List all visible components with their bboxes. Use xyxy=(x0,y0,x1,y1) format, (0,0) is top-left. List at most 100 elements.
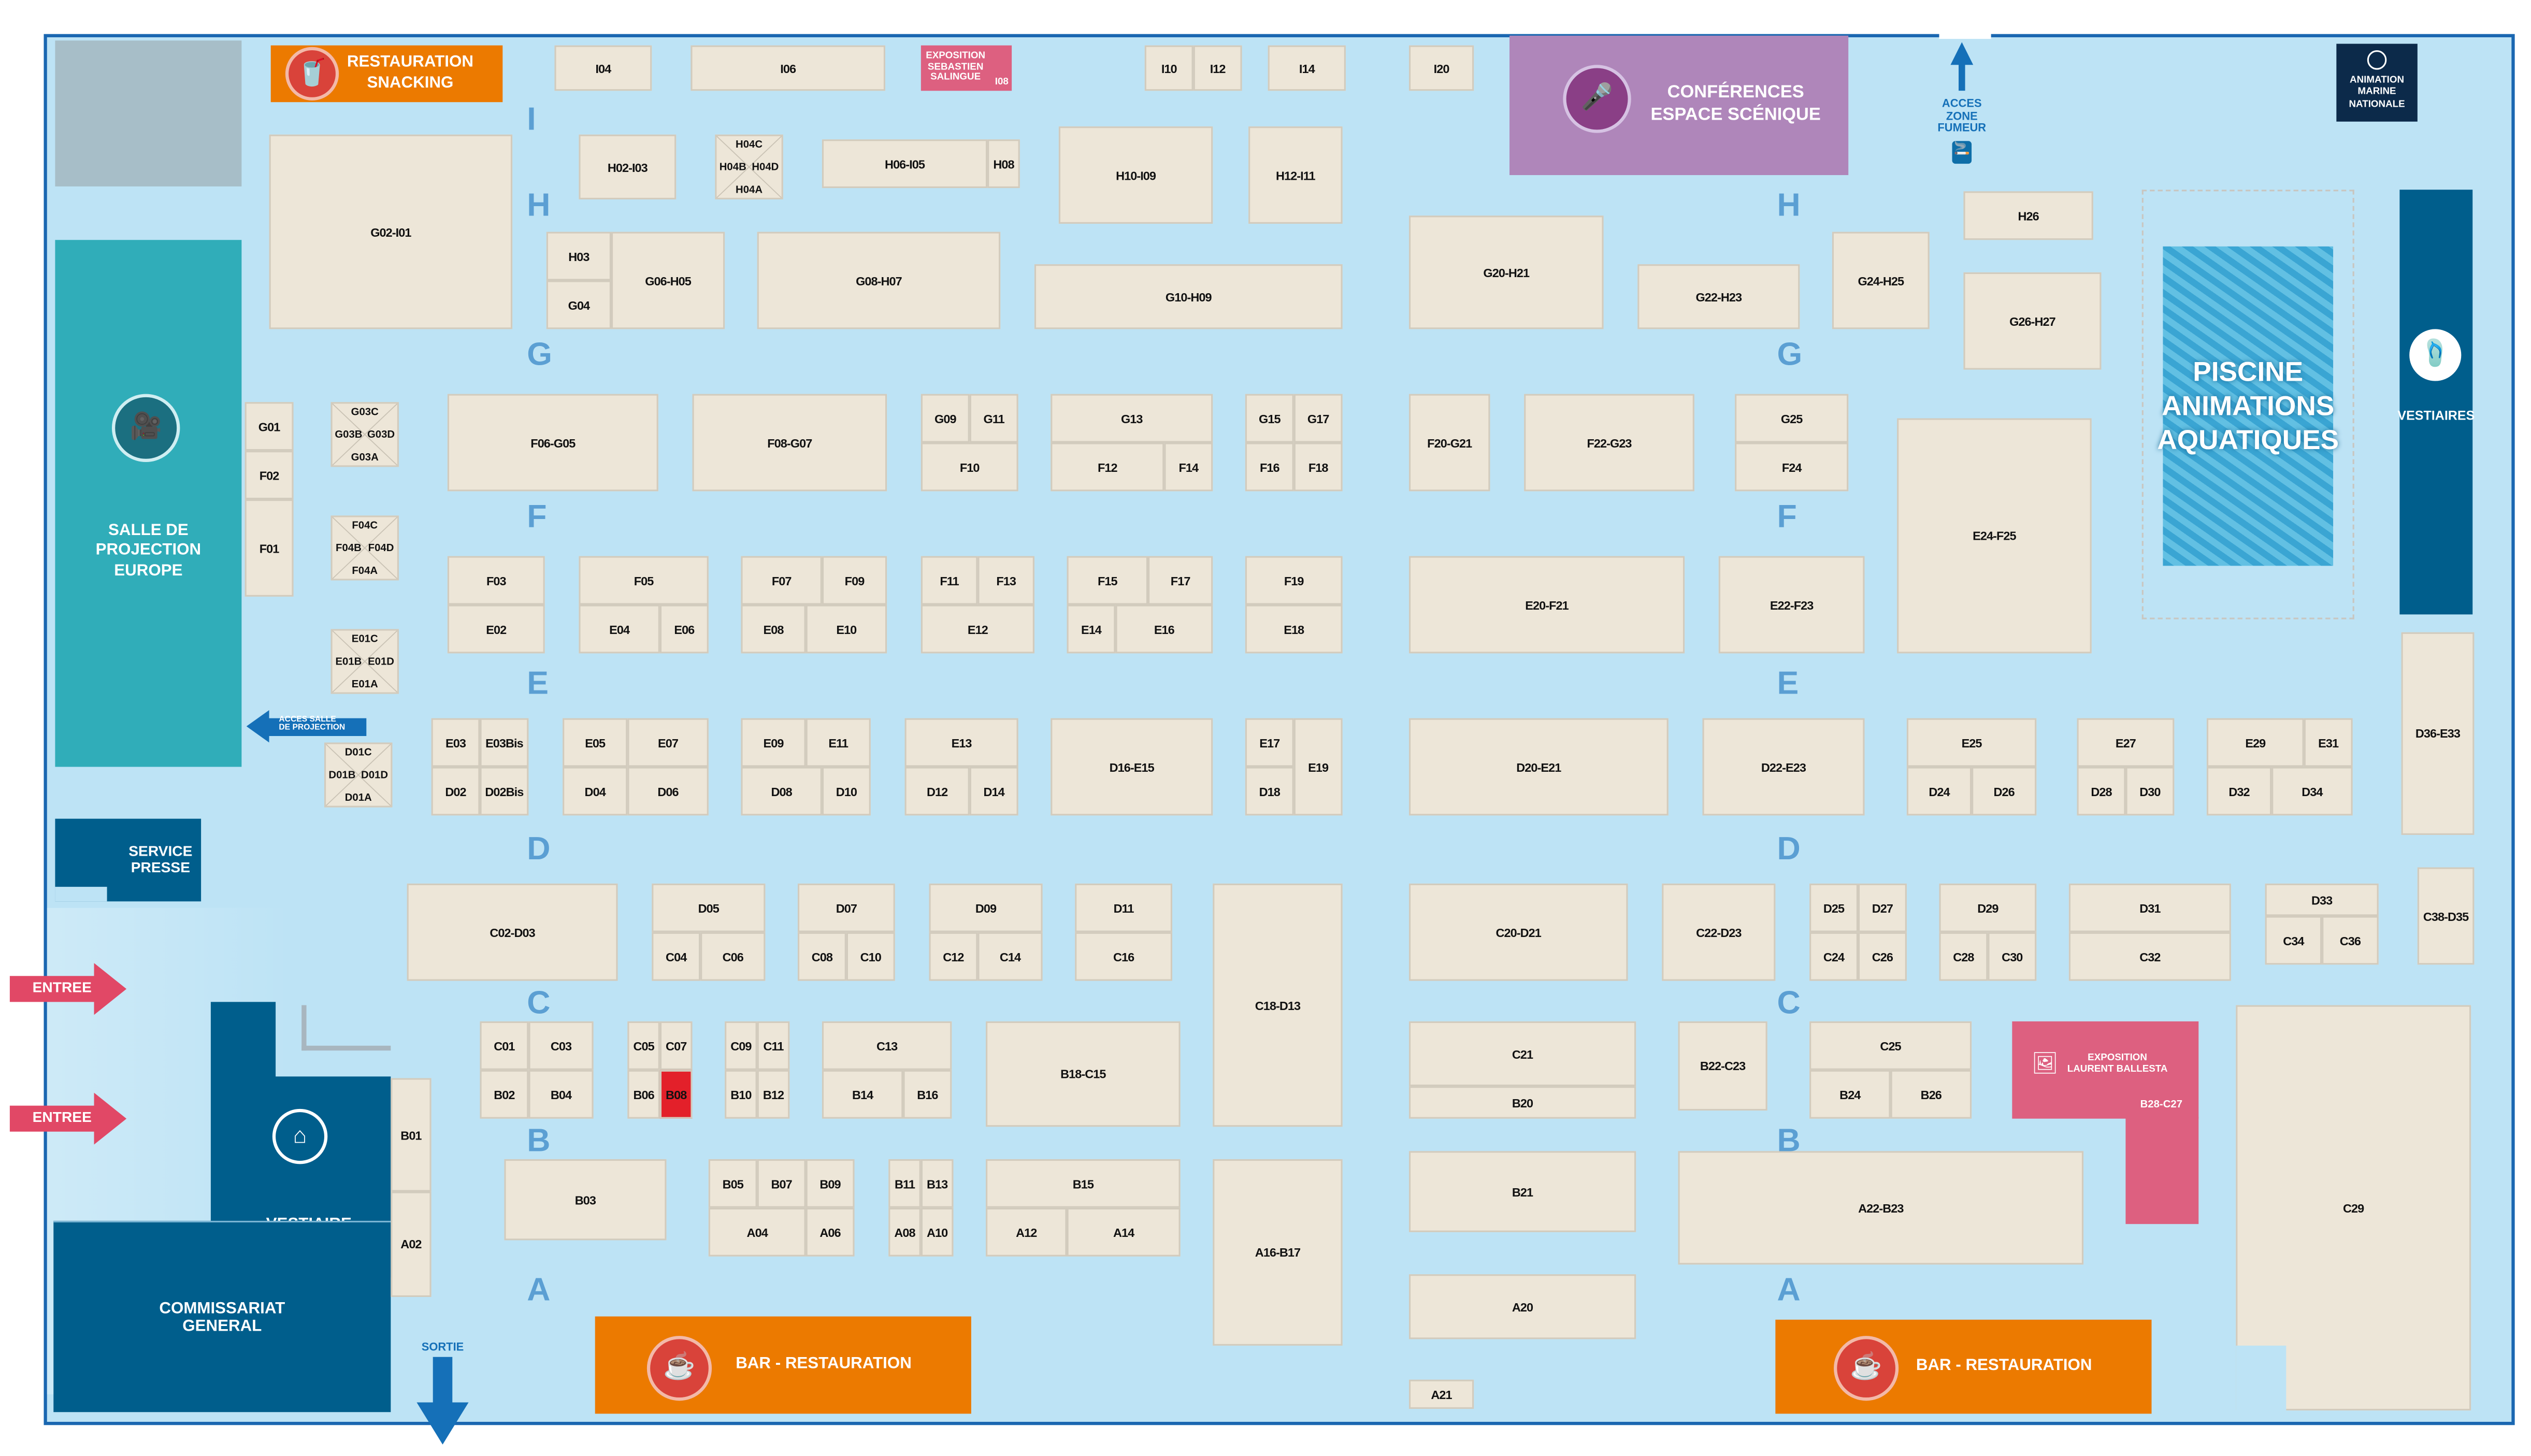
booth-a04[interactable]: A04 xyxy=(708,1207,806,1257)
booth-b03[interactable]: B03 xyxy=(504,1159,667,1241)
booth-b07[interactable]: B07 xyxy=(757,1159,806,1208)
booth-g20-h21[interactable]: G20-H21 xyxy=(1408,215,1604,329)
restauration-snacking-area[interactable]: 🥤 RESTAURATION SNACKING xyxy=(270,45,503,103)
booth-e11[interactable]: E11 xyxy=(806,718,871,767)
cross-booth[interactable]: F04C F04B F04D F04A xyxy=(330,515,399,581)
booth-b22-c23[interactable]: B22-C23 xyxy=(1678,1021,1767,1111)
booth-f10[interactable]: F10 xyxy=(921,442,1018,492)
booth-f22-g23[interactable]: F22-G23 xyxy=(1524,394,1694,492)
booth-d33[interactable]: D33 xyxy=(2265,883,2379,916)
booth-a20[interactable]: A20 xyxy=(1408,1274,1636,1339)
booth-g11[interactable]: G11 xyxy=(969,394,1018,443)
booth-g09[interactable]: G09 xyxy=(921,394,970,443)
booth-c14[interactable]: C14 xyxy=(977,932,1043,981)
booth-e03bis[interactable]: E03Bis xyxy=(480,718,529,767)
smoking-zone-access[interactable]: ACCES ZONE FUMEUR 🚬 xyxy=(1937,39,1986,168)
booth-a16-b17[interactable]: A16-B17 xyxy=(1213,1159,1343,1346)
booth-a02[interactable]: A02 xyxy=(391,1191,432,1297)
cross-booth[interactable]: G03C G03B G03D G03A xyxy=(330,402,399,467)
booth-b24[interactable]: B24 xyxy=(1809,1070,1891,1119)
booth-d08[interactable]: D08 xyxy=(741,767,822,816)
cross-booth[interactable]: D01C D01B D01D D01A xyxy=(324,742,393,808)
booth-i10[interactable]: I10 xyxy=(1144,45,1193,91)
cross-booth[interactable]: E01C E01B E01D E01A xyxy=(330,629,399,694)
booth-f13[interactable]: F13 xyxy=(977,556,1034,605)
booth-b21[interactable]: B21 xyxy=(1408,1151,1636,1232)
booth-b05[interactable]: B05 xyxy=(708,1159,757,1208)
booth-a08[interactable]: A08 xyxy=(888,1207,921,1257)
booth-d20-e21[interactable]: D20-E21 xyxy=(1408,718,1669,816)
booth-g06-h05[interactable]: G06-H05 xyxy=(611,232,725,329)
booth-c30[interactable]: C30 xyxy=(1988,932,2037,981)
booth-b09[interactable]: B09 xyxy=(806,1159,855,1208)
booth-a06[interactable]: A06 xyxy=(806,1207,855,1257)
booth-b26[interactable]: B26 xyxy=(1890,1070,1972,1119)
vestiaires-right-area[interactable]: 🩴 VESTIAIRES xyxy=(2397,190,2475,615)
booth-g22-h23[interactable]: G22-H23 xyxy=(1637,264,1800,329)
booth-f06-g05[interactable]: F06-G05 xyxy=(447,394,658,492)
booth-d18[interactable]: D18 xyxy=(1245,767,1294,816)
booth-h12-i11[interactable]: H12-I11 xyxy=(1248,126,1343,224)
booth-c06[interactable]: C06 xyxy=(700,932,766,981)
booth-b08[interactable]: B08 xyxy=(659,1070,693,1119)
booth-b11[interactable]: B11 xyxy=(888,1159,921,1208)
booth-d05[interactable]: D05 xyxy=(652,883,766,932)
booth-b13[interactable]: B13 xyxy=(921,1159,954,1208)
booth-h02-i03[interactable]: H02-I03 xyxy=(579,134,677,199)
exposition-salingue-area[interactable]: EXPOSITION SEBASTIEN SALINGUE I08 xyxy=(921,45,1012,91)
booth-i14[interactable]: I14 xyxy=(1268,45,1346,91)
booth-e10[interactable]: E10 xyxy=(806,604,887,654)
booth-c04[interactable]: C04 xyxy=(652,932,701,981)
booth-c29[interactable]: C29 xyxy=(2236,1005,2471,1411)
bar-restauration-area-2[interactable]: ☕ BAR - RESTAURATION xyxy=(1775,1319,2152,1414)
service-presse-area[interactable]: SERVICE PRESSE xyxy=(55,818,202,902)
booth-c12[interactable]: C12 xyxy=(929,932,978,981)
booth-c26[interactable]: C26 xyxy=(1858,932,1907,981)
booth-b01[interactable]: B01 xyxy=(391,1078,432,1192)
exposition-ballesta-area-lower[interactable]: B28-C27 xyxy=(2125,1099,2199,1224)
booth-g02-i01[interactable]: G02-I01 xyxy=(269,134,513,329)
booth-d04[interactable]: D04 xyxy=(563,767,628,816)
booth-c24[interactable]: C24 xyxy=(1809,932,1858,981)
booth-f07[interactable]: F07 xyxy=(741,556,822,605)
booth-d09[interactable]: D09 xyxy=(929,883,1043,932)
booth-e31[interactable]: E31 xyxy=(2304,718,2353,767)
booth-c20-d21[interactable]: C20-D21 xyxy=(1408,883,1628,981)
booth-f15[interactable]: F15 xyxy=(1067,556,1148,605)
booth-c07[interactable]: C07 xyxy=(659,1021,693,1070)
booth-f05[interactable]: F05 xyxy=(579,556,709,605)
booth-e19[interactable]: E19 xyxy=(1293,718,1343,816)
booth-b20[interactable]: B20 xyxy=(1408,1086,1636,1119)
booth-c16[interactable]: C16 xyxy=(1075,932,1172,981)
acces-salle-projection[interactable]: ACCES SALLE DE PROJECTION xyxy=(246,709,367,744)
booth-d22-e23[interactable]: D22-E23 xyxy=(1702,718,1865,816)
booth-f12[interactable]: F12 xyxy=(1051,442,1164,492)
booth-b15[interactable]: B15 xyxy=(986,1159,1181,1208)
booth-c02-d03[interactable]: C02-D03 xyxy=(407,883,618,981)
piscine-area[interactable]: PISCINE ANIMATIONS AQUATIQUES xyxy=(2157,246,2339,566)
booth-f01[interactable]: F01 xyxy=(245,499,294,597)
booth-b14[interactable]: B14 xyxy=(822,1070,903,1119)
booth-g25[interactable]: G25 xyxy=(1735,394,1849,443)
booth-a22-b23[interactable]: A22-B23 xyxy=(1678,1151,2084,1265)
salle-projection-area[interactable]: 🎥 SALLE DE PROJECTION EUROPE xyxy=(55,240,242,767)
booth-f19[interactable]: F19 xyxy=(1245,556,1343,605)
booth-h10-i09[interactable]: H10-I09 xyxy=(1058,126,1213,224)
booth-b18-c15[interactable]: B18-C15 xyxy=(986,1021,1181,1127)
booth-c09[interactable]: C09 xyxy=(725,1021,757,1070)
booth-e24-f25[interactable]: E24-F25 xyxy=(1897,418,2092,654)
booth-g26-h27[interactable]: G26-H27 xyxy=(1963,272,2102,370)
booth-h26[interactable]: H26 xyxy=(1963,191,2093,240)
booth-a10[interactable]: A10 xyxy=(921,1207,954,1257)
booth-e16[interactable]: E16 xyxy=(1115,604,1213,654)
booth-d36-e33[interactable]: D36-E33 xyxy=(2401,632,2475,835)
booth-f20-g21[interactable]: F20-G21 xyxy=(1408,394,1490,492)
booth-f24[interactable]: F24 xyxy=(1735,442,1849,492)
booth-c03[interactable]: C03 xyxy=(528,1021,594,1070)
booth-c10[interactable]: C10 xyxy=(846,932,895,981)
booth-d30[interactable]: D30 xyxy=(2125,767,2175,816)
bar-restauration-area-1[interactable]: ☕ BAR - RESTAURATION xyxy=(595,1316,971,1414)
booth-b12[interactable]: B12 xyxy=(757,1070,790,1119)
booth-c01[interactable]: C01 xyxy=(480,1021,529,1070)
booth-f03[interactable]: F03 xyxy=(447,556,545,605)
